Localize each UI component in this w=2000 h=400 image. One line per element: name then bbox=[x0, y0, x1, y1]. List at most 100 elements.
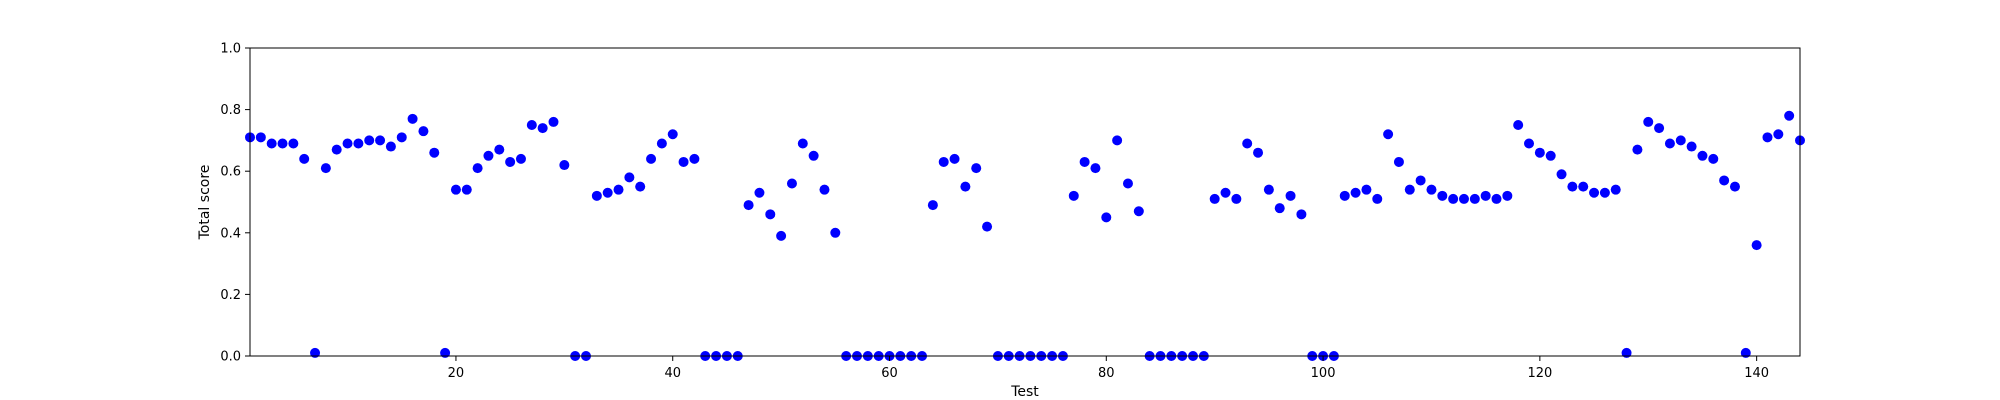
data-point bbox=[1751, 240, 1762, 251]
data-point bbox=[559, 160, 570, 171]
data-point bbox=[1578, 181, 1589, 192]
data-point bbox=[635, 181, 646, 192]
data-point bbox=[656, 138, 667, 149]
x-tick-label: 80 bbox=[1098, 366, 1115, 381]
data-point bbox=[819, 184, 830, 195]
data-point bbox=[1480, 190, 1491, 201]
data-point bbox=[299, 153, 310, 164]
data-point bbox=[689, 153, 700, 164]
data-point bbox=[483, 150, 494, 161]
data-point bbox=[494, 144, 505, 155]
data-point bbox=[1339, 190, 1350, 201]
data-point bbox=[396, 132, 407, 143]
data-point bbox=[1740, 347, 1751, 358]
data-point bbox=[1545, 150, 1556, 161]
data-point bbox=[1458, 193, 1469, 204]
y-tick-label: 0.6 bbox=[220, 165, 241, 180]
data-point bbox=[1502, 190, 1513, 201]
data-point bbox=[1079, 156, 1090, 167]
data-point bbox=[1697, 150, 1708, 161]
data-point bbox=[1393, 156, 1404, 167]
y-tick-label: 0.0 bbox=[220, 350, 241, 365]
data-point bbox=[526, 120, 537, 130]
data-point bbox=[1675, 135, 1686, 146]
data-point bbox=[505, 156, 516, 167]
data-point bbox=[266, 138, 277, 149]
data-point bbox=[613, 184, 624, 195]
data-point bbox=[385, 141, 396, 152]
x-tick-label: 40 bbox=[664, 366, 681, 381]
data-point bbox=[624, 172, 635, 183]
data-point bbox=[375, 135, 386, 146]
data-point bbox=[429, 147, 440, 158]
data-point bbox=[1719, 175, 1730, 186]
data-point bbox=[418, 126, 429, 137]
plot-frame bbox=[249, 47, 1801, 357]
data-point bbox=[1361, 184, 1372, 195]
data-point bbox=[548, 116, 559, 127]
data-point bbox=[743, 200, 754, 211]
data-point bbox=[830, 227, 841, 238]
data-point bbox=[1285, 190, 1296, 201]
data-point bbox=[765, 209, 776, 220]
data-point bbox=[754, 187, 765, 198]
data-point bbox=[1437, 190, 1448, 201]
data-point bbox=[1599, 187, 1610, 198]
data-point bbox=[678, 156, 689, 167]
data-point bbox=[1263, 184, 1274, 195]
data-point bbox=[342, 138, 353, 149]
data-point bbox=[1253, 147, 1264, 158]
data-point bbox=[1112, 135, 1123, 146]
data-point bbox=[971, 163, 982, 174]
data-point bbox=[1632, 144, 1643, 155]
data-point bbox=[1469, 193, 1480, 204]
data-point bbox=[1686, 141, 1697, 152]
x-axis-label: Test bbox=[1010, 384, 1039, 400]
data-point bbox=[1491, 193, 1502, 204]
data-point bbox=[1209, 193, 1220, 204]
data-point bbox=[1220, 187, 1231, 198]
data-point bbox=[602, 187, 613, 198]
data-point bbox=[1133, 206, 1144, 217]
y-tick-label: 1.0 bbox=[220, 42, 241, 57]
data-point bbox=[591, 190, 602, 201]
plot-area bbox=[250, 48, 1800, 356]
data-point bbox=[1513, 120, 1524, 130]
data-point bbox=[288, 138, 299, 149]
data-point bbox=[1589, 187, 1600, 198]
y-tick-label: 0.4 bbox=[220, 226, 241, 241]
data-point bbox=[255, 132, 266, 143]
data-point bbox=[927, 200, 938, 211]
data-point bbox=[1708, 153, 1719, 164]
data-point bbox=[1664, 138, 1675, 149]
data-point bbox=[353, 138, 364, 149]
x-tick-label: 120 bbox=[1527, 366, 1552, 381]
data-point bbox=[797, 138, 808, 149]
data-point bbox=[537, 123, 548, 134]
data-points bbox=[245, 110, 1805, 361]
y-tick-label: 0.2 bbox=[220, 288, 241, 303]
data-point bbox=[960, 181, 971, 192]
data-point bbox=[1762, 132, 1773, 143]
data-point bbox=[310, 347, 321, 358]
data-point bbox=[1426, 184, 1437, 195]
data-point bbox=[1415, 175, 1426, 186]
data-point bbox=[515, 153, 526, 164]
data-point bbox=[1090, 163, 1101, 174]
data-point bbox=[1242, 138, 1253, 149]
data-point bbox=[1231, 193, 1242, 204]
data-point bbox=[1524, 138, 1535, 149]
data-point bbox=[949, 153, 960, 164]
data-point bbox=[667, 129, 678, 140]
x-tick-label: 100 bbox=[1311, 366, 1336, 381]
data-point bbox=[1567, 181, 1578, 192]
y-tick-label: 0.8 bbox=[220, 103, 241, 118]
data-point bbox=[982, 221, 993, 232]
data-point bbox=[331, 144, 342, 155]
data-point bbox=[1556, 169, 1567, 180]
x-tick-label: 20 bbox=[448, 366, 465, 381]
data-point bbox=[1068, 190, 1079, 201]
data-point bbox=[646, 153, 657, 164]
data-point bbox=[808, 150, 819, 161]
data-point bbox=[1448, 193, 1459, 204]
